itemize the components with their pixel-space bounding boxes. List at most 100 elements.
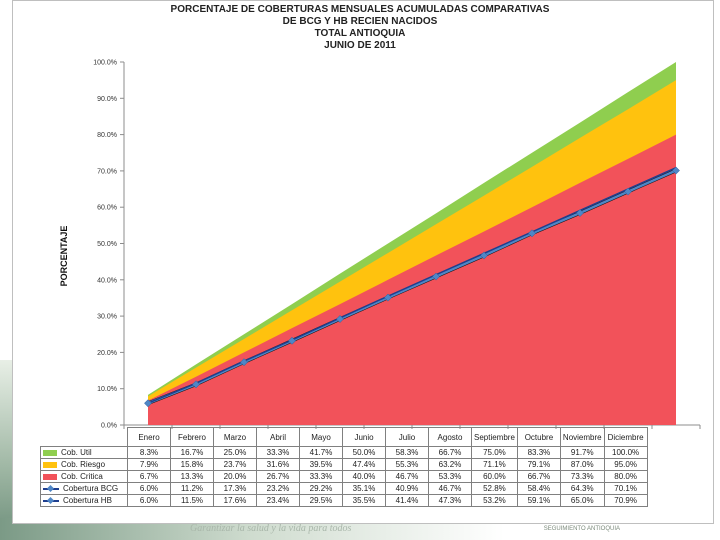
- y-tick-label: 30.0%: [97, 314, 117, 321]
- col-octubre: Octubre: [516, 427, 561, 447]
- marker-cobertura-bcg: [480, 251, 488, 260]
- cell: 53.3%: [428, 470, 472, 483]
- legend-cob-util: Cob. Util: [40, 446, 128, 459]
- legend-swatch-cob-critica: [43, 473, 57, 480]
- col-mayo: Mayo: [299, 427, 343, 447]
- chart-title-line-4: JUNIO DE 2011: [324, 40, 396, 51]
- marker-cobertura-bcg: [624, 187, 632, 196]
- cell: 66.7%: [428, 446, 472, 459]
- cell: 58.4%: [516, 482, 561, 495]
- cell: 40.0%: [342, 470, 386, 483]
- cell: 15.8%: [170, 458, 214, 471]
- table-header-row: Enero Febrero Marzo Abril Mayo Junio Jul…: [41, 427, 648, 447]
- legend-label: Cobertura BCG: [63, 484, 119, 493]
- marker-cobertura-bcg: [384, 293, 392, 302]
- cell: 52.8%: [471, 482, 518, 495]
- legend-cobertura-hb: Cobertura HB: [40, 494, 128, 507]
- cell: 79.1%: [516, 458, 561, 471]
- y-tick-label: 40.0%: [97, 277, 117, 284]
- cell: 6.0%: [127, 482, 171, 495]
- y-tick-label: 70.0%: [97, 168, 117, 175]
- cell: 50.0%: [342, 446, 386, 459]
- cell: 64.3%: [559, 482, 605, 495]
- cell: 46.7%: [428, 482, 472, 495]
- cell: 8.3%: [127, 446, 171, 459]
- slide-decoration-left: [0, 360, 14, 540]
- cell: 91.7%: [559, 446, 605, 459]
- legend-label: Cobertura HB: [63, 496, 112, 505]
- col-agosto: Agosto: [428, 427, 472, 447]
- cell: 6.0%: [127, 494, 171, 507]
- legend-cob-critica: Cob. Critica: [40, 470, 128, 483]
- cell: 25.0%: [213, 446, 257, 459]
- cell: 41.7%: [299, 446, 343, 459]
- cell: 23.4%: [256, 494, 300, 507]
- table-row-cob-riesgo: Cob. Riesgo 7.9% 15.8% 23.7% 31.6% 39.5%…: [40, 458, 648, 471]
- cell: 71.1%: [471, 458, 518, 471]
- cell: 100.0%: [603, 446, 648, 459]
- cell: 47.3%: [428, 494, 472, 507]
- col-febrero: Febrero: [170, 427, 214, 447]
- cell: 26.7%: [256, 470, 300, 483]
- cell: 40.9%: [385, 482, 429, 495]
- cell: 35.5%: [342, 494, 386, 507]
- cell: 39.5%: [299, 458, 343, 471]
- y-tick-label: 90.0%: [97, 96, 117, 103]
- cell: 7.9%: [127, 458, 171, 471]
- cell: 11.5%: [170, 494, 214, 507]
- cell: 23.2%: [256, 482, 300, 495]
- cell: 41.4%: [385, 494, 429, 507]
- cell: 35.1%: [342, 482, 386, 495]
- cell: 6.7%: [127, 470, 171, 483]
- cell: 29.5%: [299, 494, 343, 507]
- legend-line-bcg: [43, 487, 59, 490]
- chart-title-line-2: DE BCG Y HB RECIEN NACIDOS: [282, 16, 438, 27]
- marker-cobertura-bcg: [432, 272, 440, 281]
- cell: 83.3%: [516, 446, 561, 459]
- cell: 53.2%: [471, 494, 518, 507]
- cell: 20.0%: [213, 470, 257, 483]
- legend-label: Cob. Riesgo: [61, 460, 106, 469]
- legend-line-hb: [43, 499, 59, 502]
- cell: 55.3%: [385, 458, 429, 471]
- legend-swatch-cob-riesgo: [43, 461, 57, 468]
- cell: 63.2%: [428, 458, 472, 471]
- cell: 11.2%: [170, 482, 214, 495]
- table-row-cob-util: Cob. Util 8.3% 16.7% 25.0% 33.3% 41.7% 5…: [40, 446, 648, 459]
- cell: 17.3%: [213, 482, 257, 495]
- cell: 31.6%: [256, 458, 300, 471]
- y-tick-label: 50.0%: [97, 241, 117, 248]
- col-diciembre: Diciembre: [603, 427, 648, 447]
- col-enero: Enero: [127, 427, 171, 447]
- cell: 33.3%: [256, 446, 300, 459]
- footer-slogan: Garantizar la salud y la vida para todos: [190, 523, 352, 534]
- table-row-cobertura-hb: Cobertura HB 6.0% 11.5% 17.6% 23.4% 29.5…: [40, 494, 648, 507]
- cell: 75.0%: [471, 446, 518, 459]
- cell: 66.7%: [516, 470, 561, 483]
- cell: 58.3%: [385, 446, 429, 459]
- marker-cobertura-bcg: [240, 358, 248, 367]
- cell: 65.0%: [559, 494, 605, 507]
- marker-cobertura-bcg: [144, 399, 152, 408]
- marker-cobertura-bcg: [528, 229, 536, 238]
- col-julio: Julio: [385, 427, 429, 447]
- chart-title-line-3: TOTAL ANTIOQUIA: [314, 28, 406, 39]
- marker-cobertura-bcg: [672, 166, 680, 175]
- cell: 33.3%: [299, 470, 343, 483]
- cell: 60.0%: [471, 470, 518, 483]
- y-tick-label: 10.0%: [97, 386, 117, 393]
- cell: 80.0%: [603, 470, 648, 483]
- legend-label: Cob. Util: [61, 448, 92, 457]
- line-cobertura-bcg: [147, 169, 677, 405]
- cell: 29.2%: [299, 482, 343, 495]
- line-cobertura-hb: [147, 166, 677, 404]
- cell: 70.9%: [603, 494, 648, 507]
- marker-cobertura-bcg: [192, 380, 200, 389]
- col-abril: Abril: [256, 427, 300, 447]
- area-cob-critica: [148, 134, 676, 425]
- y-tick-label: 100.0%: [93, 60, 117, 67]
- cell: 87.0%: [559, 458, 605, 471]
- legend-swatch-cob-util: [43, 449, 57, 456]
- cell: 16.7%: [170, 446, 214, 459]
